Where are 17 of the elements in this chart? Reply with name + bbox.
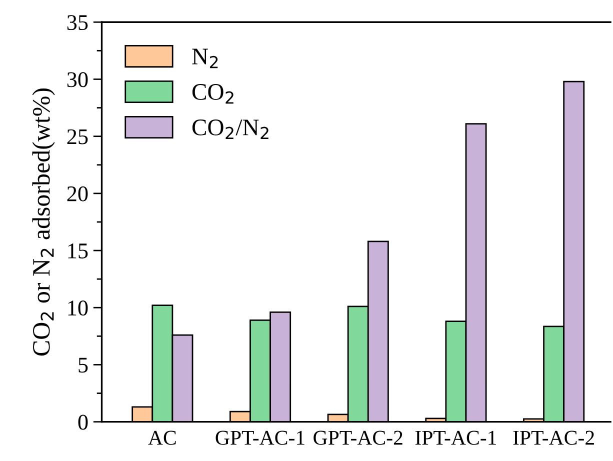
y-tick-label: 15 (68, 244, 88, 258)
legend-label: CO$_{2}$/N$_{2}$ (192, 120, 268, 140)
y-tick-label: 0 (78, 414, 88, 430)
y-axis-title: CO$_{2}$ or N$_{2}$ adsorbed(wt%) (32, 88, 55, 356)
legend-label: CO$_{2}$ (192, 84, 234, 104)
y-tick-label: 20 (67, 186, 88, 202)
legend-label: N$_{2}$ (192, 48, 218, 68)
y-tick-label: 10 (68, 300, 88, 316)
y-tick-label: 35 (67, 15, 88, 30)
y-tick-label: 5 (78, 358, 88, 373)
x-tick-label: GPT-AC-1 (216, 430, 304, 445)
x-tick-label: AC (148, 430, 176, 445)
x-tick-label: GPT-AC-2 (314, 430, 402, 445)
y-tick-label: 30 (67, 72, 88, 88)
x-tick-label: IPT-AC-1 (415, 430, 496, 445)
x-tick-label: IPT-AC-2 (513, 430, 594, 445)
y-tick-label: 25 (67, 129, 88, 144)
